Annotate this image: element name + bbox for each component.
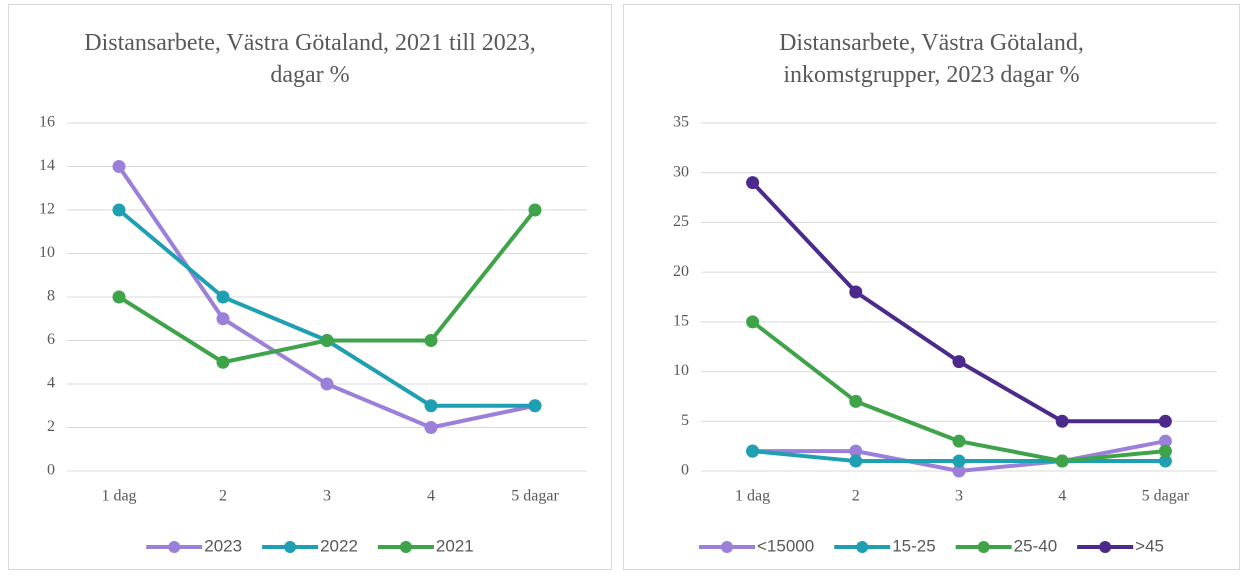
x-tick-label: 2 xyxy=(852,488,860,505)
data-point xyxy=(1158,454,1172,468)
data-point xyxy=(424,421,438,434)
legend-swatch-marker xyxy=(856,541,869,553)
data-point xyxy=(528,203,542,217)
y-tick-label: 6 xyxy=(47,331,55,348)
data-point xyxy=(528,399,542,413)
y-tick-label: 30 xyxy=(673,163,689,180)
data-point xyxy=(1055,454,1069,468)
x-tick-label: 3 xyxy=(323,488,331,505)
data-point xyxy=(952,464,966,478)
data-point xyxy=(952,355,966,369)
data-point xyxy=(849,285,863,299)
legend-label: >45 xyxy=(1135,536,1164,555)
legend: <15000 15-25 25-40 >45 xyxy=(698,536,1164,555)
chart-title: Distansarbete, Västra Götaland, inkomstg… xyxy=(779,30,1084,88)
legend-swatch-marker xyxy=(977,541,990,553)
y-tick-label: 12 xyxy=(39,201,55,218)
data-point xyxy=(1158,434,1172,448)
x-tick-label: 5 dagar xyxy=(1142,488,1190,505)
data-point xyxy=(1055,414,1069,428)
legend-swatch-marker xyxy=(720,541,733,553)
data-point xyxy=(1158,444,1172,458)
data-point xyxy=(746,444,760,458)
chart: 0 2 4 6 8 10 12 14 16 1 dag 2 3 4 5 dagar 2023 2022 2021 xyxy=(39,114,587,555)
y-tick-label: 2 xyxy=(47,418,55,435)
x-tick-label: 1 dag xyxy=(101,488,136,505)
series-line xyxy=(117,208,535,408)
y-tick-label: 20 xyxy=(673,263,689,280)
y-tick-label: 25 xyxy=(673,213,689,230)
data-point xyxy=(746,315,760,329)
y-tick-label: 10 xyxy=(39,244,55,261)
chart: 0 5 10 15 20 25 30 35 1 dag 2 3 4 5 dagar <15000 15-25… xyxy=(673,114,1217,555)
y-tick-label: 4 xyxy=(47,375,55,392)
x-tick-label: 5 dagar xyxy=(511,488,559,505)
chart-panel: Distansarbete, Västra Götaland, inkomstg… xyxy=(623,4,1240,570)
data-point xyxy=(849,444,863,458)
y-tick-label: 10 xyxy=(673,362,689,379)
series-line xyxy=(751,181,1166,424)
y-tick-label: 35 xyxy=(673,114,689,131)
x-tick-label: 4 xyxy=(1058,488,1066,505)
x-tick-label: 2 xyxy=(219,488,227,505)
data-point xyxy=(952,434,966,448)
legend-label: 15-25 xyxy=(892,536,935,555)
data-point xyxy=(320,334,334,347)
legend-label: 2023 xyxy=(204,536,242,555)
data-point xyxy=(746,176,760,190)
x-tick-label: 4 xyxy=(427,488,435,505)
y-tick-label: 15 xyxy=(673,313,689,330)
data-point xyxy=(952,454,966,468)
y-tick-label: 0 xyxy=(47,462,55,479)
data-point xyxy=(112,160,126,173)
legend-label: 2021 xyxy=(436,536,474,555)
x-tick-label: 1 dag xyxy=(735,488,770,505)
y-tick-label: 14 xyxy=(39,157,55,174)
legend-swatch-marker xyxy=(168,541,181,553)
x-tick-label: 3 xyxy=(955,488,963,505)
y-tick-label: 8 xyxy=(47,288,55,305)
data-point xyxy=(424,334,438,347)
chart-title: Distansarbete, Västra Götaland, 2021 til… xyxy=(84,30,536,88)
legend-label: <15000 xyxy=(757,536,814,555)
data-point xyxy=(849,454,863,468)
data-point xyxy=(849,394,863,408)
legend-label: 2022 xyxy=(320,536,358,555)
y-tick-label: 0 xyxy=(681,462,689,479)
legend-label: 25-40 xyxy=(1014,536,1057,555)
data-point xyxy=(1158,414,1172,428)
y-tick-label: 5 xyxy=(681,412,689,429)
legend: 2023 2022 2021 xyxy=(146,536,474,555)
data-point xyxy=(112,203,126,217)
data-point xyxy=(216,355,230,369)
data-point xyxy=(320,377,334,391)
y-tick-label: 16 xyxy=(39,114,55,131)
data-point xyxy=(216,290,230,304)
data-point xyxy=(112,290,126,304)
chart-panel: Distansarbete, Västra Götaland, 2021 til… xyxy=(8,4,612,570)
legend-swatch-marker xyxy=(399,541,412,553)
legend-swatch-marker xyxy=(1099,541,1112,553)
legend-swatch-marker xyxy=(284,541,297,553)
data-point xyxy=(216,312,230,326)
data-point xyxy=(424,399,438,413)
